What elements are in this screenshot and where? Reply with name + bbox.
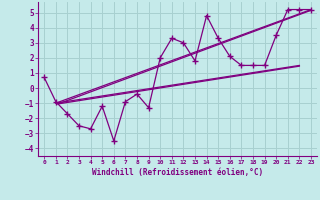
X-axis label: Windchill (Refroidissement éolien,°C): Windchill (Refroidissement éolien,°C) <box>92 168 263 177</box>
